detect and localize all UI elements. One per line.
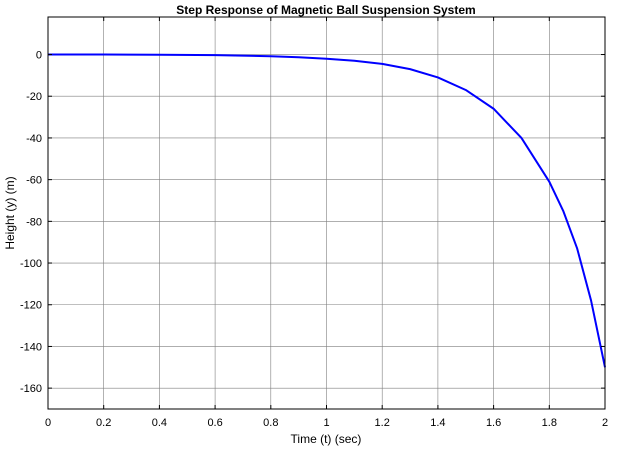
y-axis-label: Height (y) (m) [3,176,17,249]
y-tick-label: -160 [20,383,42,395]
chart-title: Step Response of Magnetic Ball Suspensio… [176,3,475,17]
x-tick-label: 0.2 [96,417,111,429]
x-tick-label: 1 [323,417,329,429]
x-tick-label: 0.6 [207,417,222,429]
y-tick-label: -120 [20,300,42,312]
y-tick-label: -140 [20,341,42,353]
y-tick-label: -60 [26,175,42,187]
x-tick-label: 2 [602,417,608,429]
x-axis-label: Time (t) (sec) [291,432,362,446]
x-tick-label: 1.8 [542,417,557,429]
y-tick-label: -100 [20,258,42,270]
y-tick-label: -40 [26,133,42,145]
y-tick-group: 0 -20 -40 -60 -80 -100 -120 -140 -160 [20,50,605,395]
x-tick-label: 0.8 [263,417,278,429]
y-tick-label: -80 [26,216,42,228]
y-tick-label: -20 [26,91,42,103]
x-tick-label: 1.4 [430,417,445,429]
x-tick-group: 0 0.2 0.4 0.6 0.8 1 1.2 1.4 1.6 1.8 2 [45,17,608,429]
series-group [48,53,606,368]
series-line [48,53,606,368]
x-tick-label: 0 [45,417,51,429]
x-tick-label: 1.2 [375,417,390,429]
y-tick-label: 0 [36,50,42,62]
x-tick-label: 1.6 [486,417,501,429]
x-tick-label: 0.4 [152,417,167,429]
